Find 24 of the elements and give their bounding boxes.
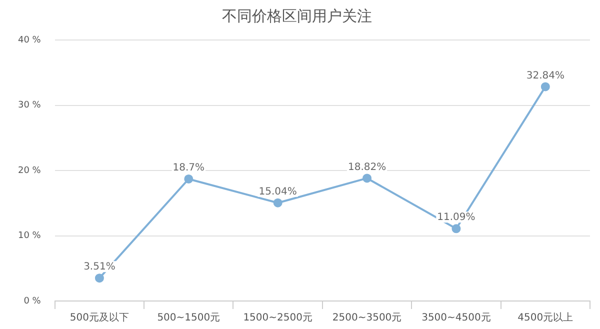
- y-tick-label: 30 %: [18, 100, 42, 111]
- data-label: 11.09%: [437, 212, 476, 224]
- y-tick-label: 0 %: [24, 296, 42, 306]
- x-tick-label: 3500~4500元: [422, 312, 491, 324]
- x-tick-label: 4500元以上: [518, 312, 574, 324]
- data-label: 18.82%: [348, 162, 386, 173]
- x-tick-label: 500元及以下: [70, 312, 130, 324]
- y-tick-label: 40 %: [18, 35, 42, 46]
- point: [362, 174, 372, 183]
- y-tick-label: 20 %: [18, 166, 42, 176]
- x-tick-label: 1500~2500元: [243, 312, 312, 324]
- point: [452, 224, 461, 234]
- x-tick-label: 2500~3500元: [332, 312, 402, 324]
- data-label: 32.84%: [526, 70, 564, 82]
- point: [540, 82, 550, 92]
- x-tick-label: 500~1500元: [157, 312, 220, 324]
- data-label: 15.04%: [258, 186, 297, 198]
- point: [273, 198, 282, 208]
- point: [184, 174, 194, 184]
- chart-title: 不同价格区间用户关注: [222, 6, 372, 25]
- point: [94, 274, 104, 283]
- data-label: 18.7%: [172, 162, 205, 174]
- data-label: 3.51%: [84, 262, 116, 273]
- y-tick-label: 10 %: [18, 231, 42, 242]
